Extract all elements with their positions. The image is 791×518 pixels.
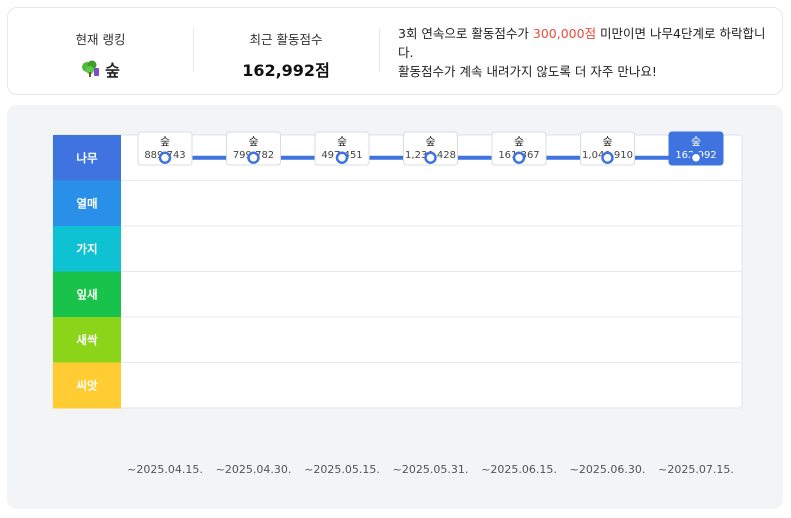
summary-card: 현재 랭킹 숲 최근 활동점수 162,992점 3회 연속으로 활동점수가 3… bbox=[7, 7, 783, 95]
data-point bbox=[512, 151, 526, 164]
tier-label: 나무 bbox=[76, 151, 98, 165]
data-point bbox=[601, 151, 614, 164]
tier-label: 열매 bbox=[76, 196, 97, 210]
tooltip-box bbox=[580, 131, 635, 166]
recent-score: 최근 활동점수 162,992점 bbox=[193, 8, 379, 81]
tier-label: 잎새 bbox=[76, 287, 97, 301]
x-tick-label: ~2025.04.15. bbox=[127, 463, 203, 476]
data-point bbox=[689, 151, 703, 164]
notice-prefix: 3회 연속으로 활동점수가 bbox=[398, 26, 533, 41]
x-tick-label: ~2025.06.15. bbox=[481, 463, 557, 476]
tooltip-box bbox=[403, 131, 458, 166]
tier-label: 새싹 bbox=[76, 333, 98, 347]
notice-suffix: 미만이면 나무4단계로 하락합니다. bbox=[398, 26, 766, 60]
tier-band-5 bbox=[53, 317, 121, 363]
data-point bbox=[335, 151, 349, 164]
score-label: 최근 활동점수 bbox=[249, 32, 323, 47]
data-point bbox=[247, 151, 260, 164]
tooltip-rank: 숲 bbox=[691, 135, 701, 148]
x-tick-label: ~2025.07.15. bbox=[658, 463, 734, 476]
score-value: 162,992점 bbox=[242, 61, 330, 80]
current-rank: 현재 랭킹 숲 bbox=[8, 8, 193, 81]
forest-icon bbox=[82, 60, 100, 77]
tooltip-rank: 숲 bbox=[160, 135, 170, 148]
rank-value-row: 숲 bbox=[8, 57, 193, 81]
tooltip-box bbox=[314, 131, 370, 166]
tier-band-1 bbox=[53, 135, 121, 181]
tier-band-6 bbox=[53, 362, 121, 409]
tooltip-box bbox=[491, 131, 547, 166]
rank-value: 숲 bbox=[105, 61, 120, 80]
tier-band-3 bbox=[53, 226, 121, 272]
tier-band-2 bbox=[53, 180, 121, 227]
tier-label: 가지 bbox=[76, 242, 97, 256]
tooltip-box bbox=[137, 131, 193, 166]
tier-label: 씨앗 bbox=[76, 378, 98, 392]
tooltip-box bbox=[226, 131, 281, 166]
x-tick-label: ~2025.05.31. bbox=[393, 463, 469, 476]
x-tick-label: ~2025.06.30. bbox=[570, 463, 646, 476]
data-point bbox=[158, 151, 172, 164]
notice-threshold: 300,000점 bbox=[532, 26, 597, 41]
notice-line2: 활동점수가 계속 내려가지 않도록 더 자주 만나요! bbox=[398, 64, 657, 79]
tooltip-rank: 숲 bbox=[425, 135, 435, 148]
x-tick-label: ~2025.05.15. bbox=[304, 463, 380, 476]
data-point bbox=[424, 151, 437, 164]
rank-label: 현재 랭킹 bbox=[75, 32, 126, 47]
demotion-notice: 3회 연속으로 활동점수가 300,000점 미만이면 나무4단계로 하락합니다… bbox=[398, 24, 776, 81]
tooltip-rank: 숲 bbox=[248, 135, 258, 148]
summary-divider bbox=[379, 28, 380, 72]
tooltip-rank: 숲 bbox=[514, 135, 524, 148]
tooltip-box bbox=[668, 131, 724, 166]
tooltip-rank: 숲 bbox=[602, 135, 612, 148]
summary-divider bbox=[193, 28, 194, 72]
x-tick-label: ~2025.04.30. bbox=[216, 463, 292, 476]
tooltip-rank: 숲 bbox=[337, 135, 347, 148]
tier-band-4 bbox=[53, 271, 121, 318]
